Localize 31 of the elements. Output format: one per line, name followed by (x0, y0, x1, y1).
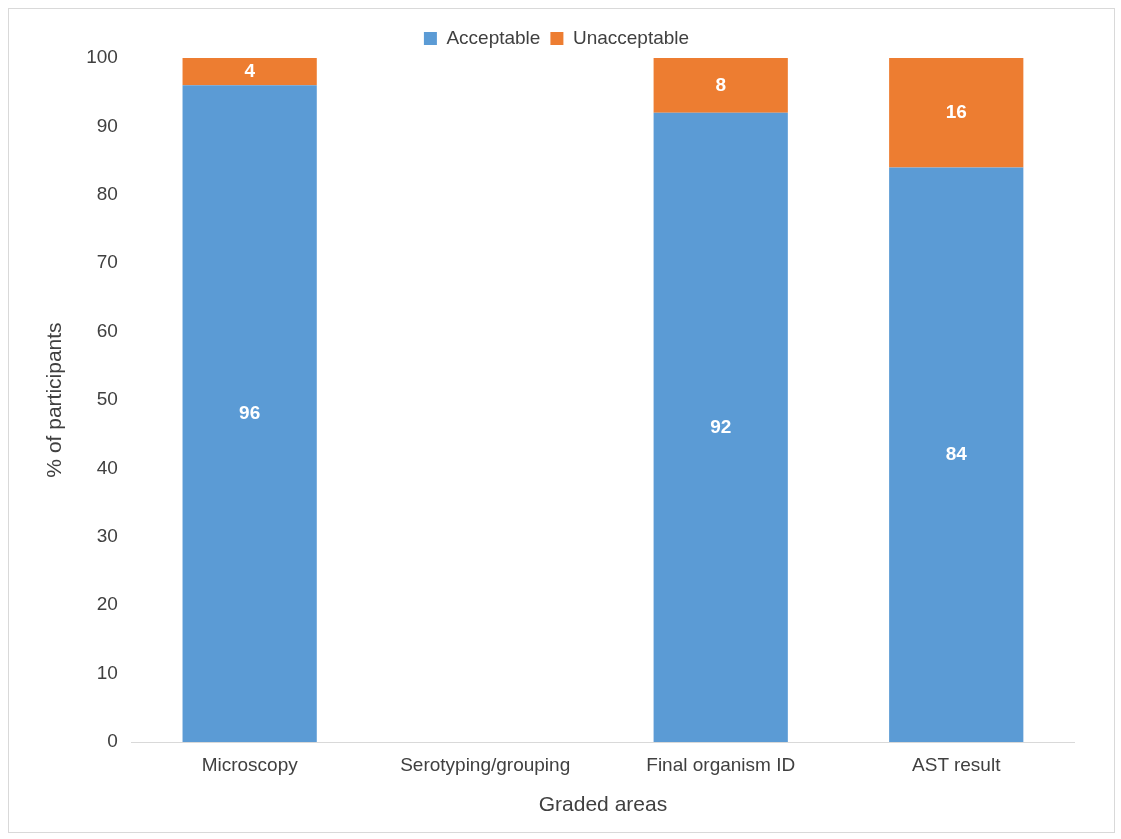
bar (889, 58, 1024, 168)
bar (653, 112, 788, 742)
data-label: 92 (710, 415, 732, 437)
y-tick-label: 30 (96, 525, 118, 547)
y-tick-label: 90 (96, 114, 118, 136)
y-tick-label: 70 (96, 251, 118, 273)
data-label: 84 (945, 442, 968, 464)
x-tick-label: AST result (912, 753, 1002, 775)
bar (182, 58, 317, 86)
data-label: 16 (945, 100, 967, 122)
bar (182, 85, 317, 742)
y-tick-label: 40 (96, 456, 118, 478)
y-tick-label: 0 (107, 730, 118, 752)
y-tick-label: 50 (96, 388, 118, 410)
legend-label: Unacceptable (572, 26, 690, 48)
y-tick-label: 60 (96, 319, 118, 341)
y-tick-label: 10 (96, 661, 118, 683)
bar (889, 167, 1024, 742)
y-tick-label: 100 (86, 46, 118, 68)
data-label: 4 (244, 59, 256, 81)
x-tick-label: Microscopy (201, 753, 299, 775)
x-tick-label: Final organism ID (646, 753, 796, 775)
data-label: 8 (715, 73, 726, 95)
y-tick-label: 80 (96, 183, 118, 205)
y-tick-label: 20 (96, 593, 118, 615)
x-axis-title: Graded areas (538, 792, 668, 816)
data-label: 96 (239, 401, 261, 423)
bar (653, 58, 788, 113)
legend-label: Acceptable (446, 26, 541, 48)
x-tick-label: Serotyping/grouping (400, 753, 571, 775)
y-axis-title: % of participants (42, 322, 66, 478)
